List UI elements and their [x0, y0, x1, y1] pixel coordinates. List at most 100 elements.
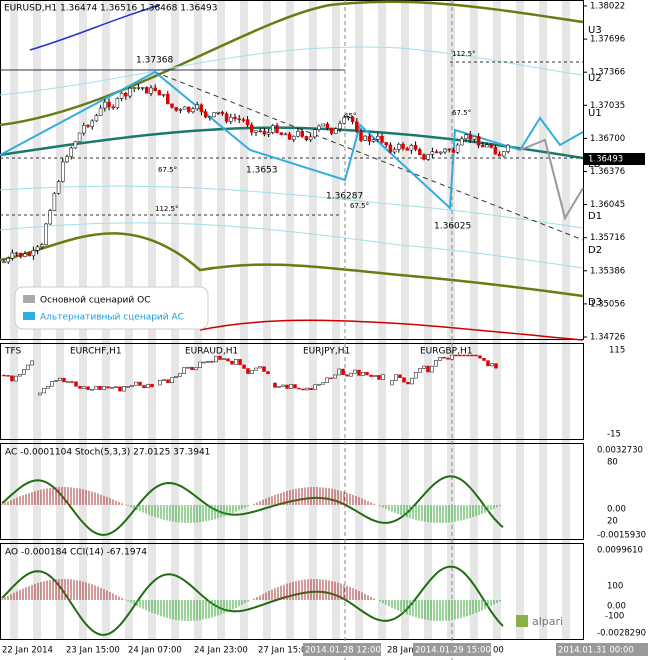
candle [224, 113, 229, 122]
candle [502, 151, 506, 157]
candle [161, 93, 166, 96]
mini-candle [90, 388, 94, 391]
mini-candle [345, 374, 349, 377]
band [0, 222, 584, 269]
candle [250, 124, 254, 133]
mini-candle [66, 381, 70, 383]
candle [355, 121, 359, 132]
symbol: EURJPY,H1 [303, 347, 350, 357]
center-line [0, 126, 584, 160]
candle [145, 87, 149, 94]
candle [262, 130, 267, 135]
mini-candle [313, 384, 317, 390]
candle [321, 123, 325, 127]
mini-candle [281, 384, 285, 387]
mini-candle [94, 385, 98, 390]
price-label: 1.38022 [590, 2, 625, 12]
candle [216, 111, 220, 114]
candle [371, 139, 376, 142]
candle [132, 87, 136, 89]
mini-candle [38, 392, 42, 396]
candle [61, 161, 65, 182]
mini-candle [138, 381, 142, 386]
oscillator-line [1, 475, 504, 536]
mini-candle [361, 372, 365, 376]
candle [380, 136, 384, 143]
mini-candle [114, 386, 118, 388]
mini-candle [353, 369, 357, 374]
candle [468, 134, 472, 140]
candle [455, 144, 460, 153]
candle [187, 106, 191, 113]
mini-candle [285, 384, 289, 389]
mini-candle [474, 354, 478, 357]
candle [325, 123, 330, 129]
logo: alpari [532, 615, 563, 628]
candle [128, 87, 132, 97]
mini-candle [438, 356, 442, 361]
mini-candle [22, 369, 26, 375]
mini-candle [394, 374, 398, 381]
candle [308, 136, 313, 141]
price-label: 1.35386 [590, 266, 625, 276]
candle [77, 132, 82, 142]
date-label: 27 Jan 15:00 [258, 646, 312, 656]
mini-candle [46, 385, 50, 389]
mini-candle [222, 358, 226, 360]
candle [338, 123, 342, 130]
channel-line [154, 71, 584, 241]
candle [413, 144, 418, 150]
mini-candle [26, 364, 30, 370]
band [0, 46, 584, 96]
mini-candle [422, 365, 426, 369]
mini-candle [301, 388, 305, 391]
session-stripe [263, 1, 271, 639]
header: EURUSD,H1 1.36474 1.36516 1.36468 1.3649… [4, 4, 217, 14]
axis-label: -15 [607, 430, 621, 440]
candle [73, 141, 78, 149]
mini-candle [250, 370, 254, 374]
mini-candle [293, 384, 297, 389]
mini-candle [325, 377, 329, 384]
candle [392, 149, 397, 153]
mini-candle [262, 366, 266, 372]
date-label: 2014.01.28 12:00 [305, 646, 381, 656]
candle [279, 132, 283, 135]
mini-candle [14, 375, 18, 382]
mini-candle [414, 372, 418, 379]
candle [136, 87, 141, 89]
mini-candle [218, 355, 222, 360]
mini-candle [462, 354, 466, 357]
candle [346, 116, 351, 119]
date-label: 24 Jan 07:00 [128, 646, 182, 656]
candle [10, 252, 15, 259]
candle [254, 130, 258, 133]
session-stripe [516, 1, 524, 639]
mini-candle [266, 371, 270, 375]
mini-candle [357, 369, 361, 376]
mini-candle [277, 386, 281, 388]
price-label: 1.35056 [590, 299, 625, 309]
mini-candle [402, 377, 406, 383]
mini-candle [78, 386, 82, 389]
mini-candle [309, 387, 313, 390]
mini-candle [6, 375, 10, 377]
candle [388, 144, 393, 153]
legend-box [14, 286, 209, 330]
mini-candle [349, 372, 353, 377]
date-label: 24 Jan 23:00 [194, 646, 248, 656]
mini-candle [289, 384, 293, 389]
mini-candle [74, 381, 78, 387]
mini-candle [166, 379, 170, 384]
mini-candle [273, 382, 277, 388]
candle [271, 125, 275, 133]
symbol: EURCHF,H1 [70, 347, 122, 357]
mini-candle [214, 355, 218, 363]
candle [69, 147, 73, 157]
candle [241, 119, 246, 121]
session-stripe [378, 1, 386, 639]
candle [367, 135, 372, 142]
date-label: 22 Jan 2014 [2, 646, 53, 656]
candle [119, 92, 124, 99]
